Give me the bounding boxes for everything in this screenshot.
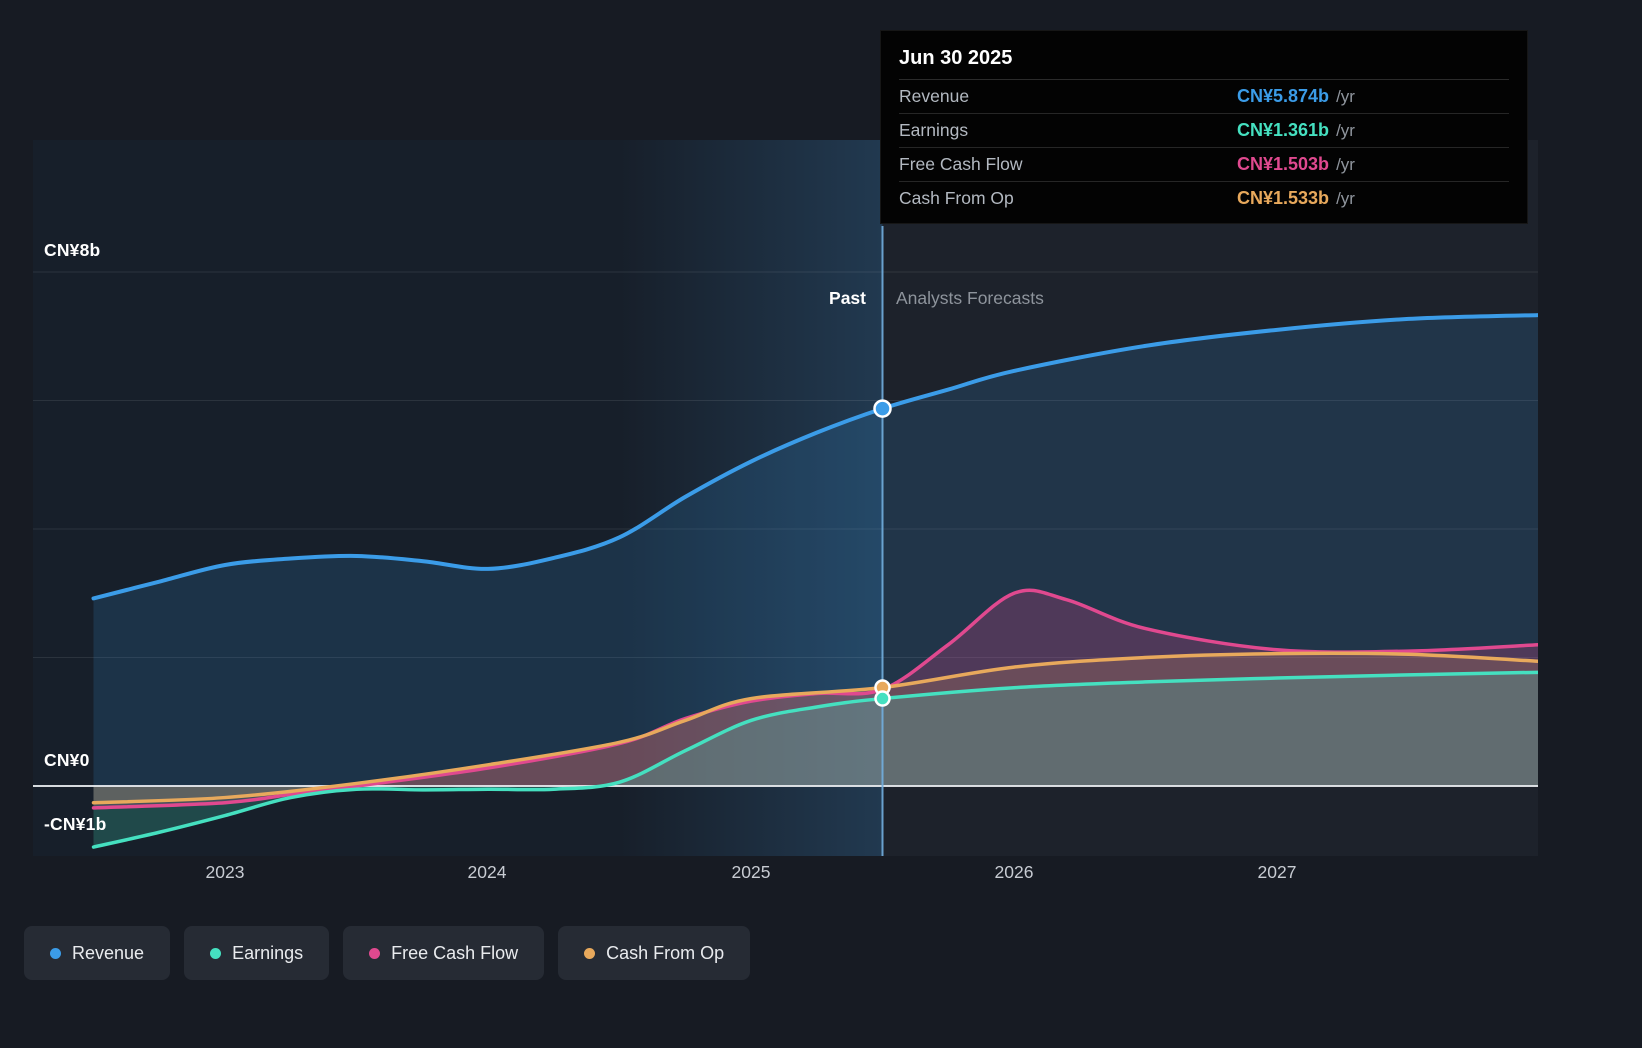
- forecast-section-label: Analysts Forecasts: [896, 288, 1044, 308]
- tooltip-metric-value: CN¥1.503b: [1237, 154, 1330, 174]
- series-fills: [93, 315, 1538, 848]
- x-axis-label-2026: 2026: [994, 862, 1034, 882]
- legend-label: Cash From Op: [606, 942, 725, 963]
- y-axis-label-0: CN¥0: [44, 750, 90, 770]
- legend-item-revenue[interactable]: Revenue: [24, 926, 171, 980]
- area-revenue: [93, 315, 1538, 786]
- marker-earnings: [874, 690, 891, 707]
- tooltip-metric-label: Free Cash Flow: [899, 154, 1023, 174]
- tooltip-metric-label: Earnings: [899, 120, 969, 140]
- x-axis-label-2025: 2025: [731, 862, 771, 882]
- tooltip-metric-suffix: /yr: [1336, 154, 1355, 174]
- hover-tooltip: Jun 30 2025 Revenue CN¥5.874b/yr Earnings C…: [880, 30, 1528, 224]
- legend-item-free-cash-flow[interactable]: Free Cash Flow: [343, 926, 545, 980]
- legend-label: Earnings: [232, 942, 304, 963]
- y-axis-label-neg1b: -CN¥1b: [44, 814, 107, 834]
- legend-label: Free Cash Flow: [391, 942, 519, 963]
- series-lines: [91, 313, 1538, 849]
- area-free-cash-flow: [93, 590, 1538, 808]
- x-axis-label-2023: 2023: [205, 862, 245, 882]
- tooltip-metric-label: Cash From Op: [899, 188, 1014, 208]
- gridlines: [33, 271, 1538, 658]
- tooltip-metric-suffix: /yr: [1336, 188, 1355, 208]
- tooltip-row-cash-from-op: Cash From Op CN¥1.533b/yr: [899, 182, 1509, 215]
- legend-item-cash-from-op[interactable]: Cash From Op: [558, 926, 751, 980]
- tooltip-metric-suffix: /yr: [1336, 86, 1355, 106]
- legend-dot-free-cash-flow: [369, 947, 381, 959]
- tooltip-row-earnings: Earnings CN¥1.361b/yr: [899, 114, 1509, 148]
- legend-dot-earnings: [210, 947, 222, 959]
- legend-dot-cash-from-op: [584, 947, 596, 959]
- x-axis-label-2024: 2024: [467, 862, 507, 882]
- legend-dot-revenue: [50, 947, 61, 959]
- marker-revenue: [873, 399, 892, 418]
- area-earnings: [93, 672, 1538, 848]
- tooltip-row-free-cash-flow: Free Cash Flow CN¥1.503b/yr: [899, 148, 1509, 182]
- tooltip-date: Jun 30 2025: [899, 37, 1509, 80]
- x-axis-label-2027: 2027: [1257, 862, 1297, 882]
- legend-bar: Revenue Earnings Free Cash Flow Cash From O…: [24, 926, 751, 980]
- y-axis-label-8b: CN¥8b: [44, 240, 101, 260]
- legend-item-earnings[interactable]: Earnings: [184, 926, 330, 980]
- line-revenue: [91, 313, 1538, 601]
- tooltip-metric-value: CN¥1.361b: [1237, 120, 1330, 140]
- tooltip-metric-label: Revenue: [899, 86, 970, 106]
- past-section-label: Past: [829, 288, 866, 308]
- tooltip-metric-value: CN¥1.533b: [1237, 188, 1330, 208]
- area-cash-from-op: [93, 653, 1538, 803]
- tooltip-row-revenue: Revenue CN¥5.874b/yr: [899, 80, 1509, 114]
- hover-markers: [873, 399, 892, 707]
- tooltip-metric-value: CN¥5.874b: [1237, 86, 1330, 106]
- tooltip-metric-suffix: /yr: [1336, 120, 1355, 140]
- line-cash-from-op: [91, 651, 1538, 805]
- chart-regions: [33, 140, 1538, 856]
- line-earnings: [91, 670, 1538, 849]
- tooltip-rows: Revenue CN¥5.874b/yr Earnings CN¥1.361b/yr F…: [899, 80, 1509, 215]
- legend-label: Revenue: [72, 942, 145, 963]
